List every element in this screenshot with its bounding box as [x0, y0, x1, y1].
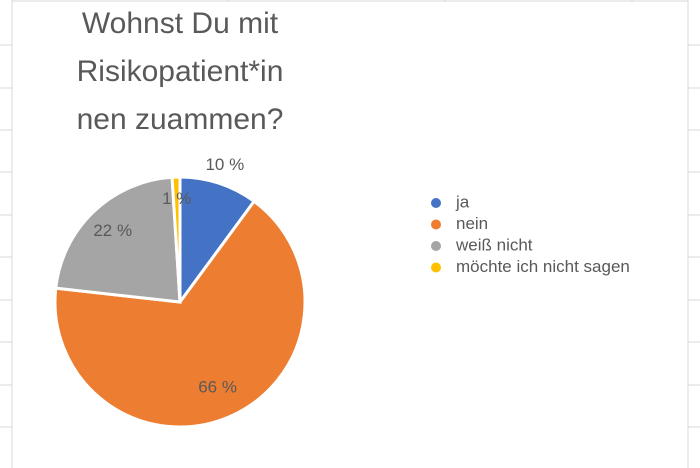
- legend-marker: [431, 241, 441, 251]
- legend-marker: [431, 198, 441, 208]
- data-label: 22 %: [93, 221, 132, 240]
- pie-slice: [54, 175, 182, 304]
- pie-slice: [170, 175, 182, 303]
- legend-marker: [431, 262, 441, 273]
- legend-label: nein: [456, 214, 488, 233]
- chart-title: Wohnst Du mit: [82, 7, 279, 40]
- chart-title: nen zuammen?: [77, 103, 284, 136]
- pie-slice: [178, 175, 257, 307]
- data-label: 66 %: [198, 377, 237, 396]
- data-label: 10 %: [205, 155, 244, 174]
- pie-slice: [53, 199, 307, 429]
- legend-marker: [431, 219, 441, 230]
- legend-label: ja: [455, 192, 470, 211]
- legend-label: weiß nicht: [455, 235, 533, 254]
- legend-label: möchte ich nicht sagen: [456, 257, 630, 276]
- chart-title: Risikopatient*in: [77, 55, 284, 88]
- data-label: 1 %: [162, 189, 191, 208]
